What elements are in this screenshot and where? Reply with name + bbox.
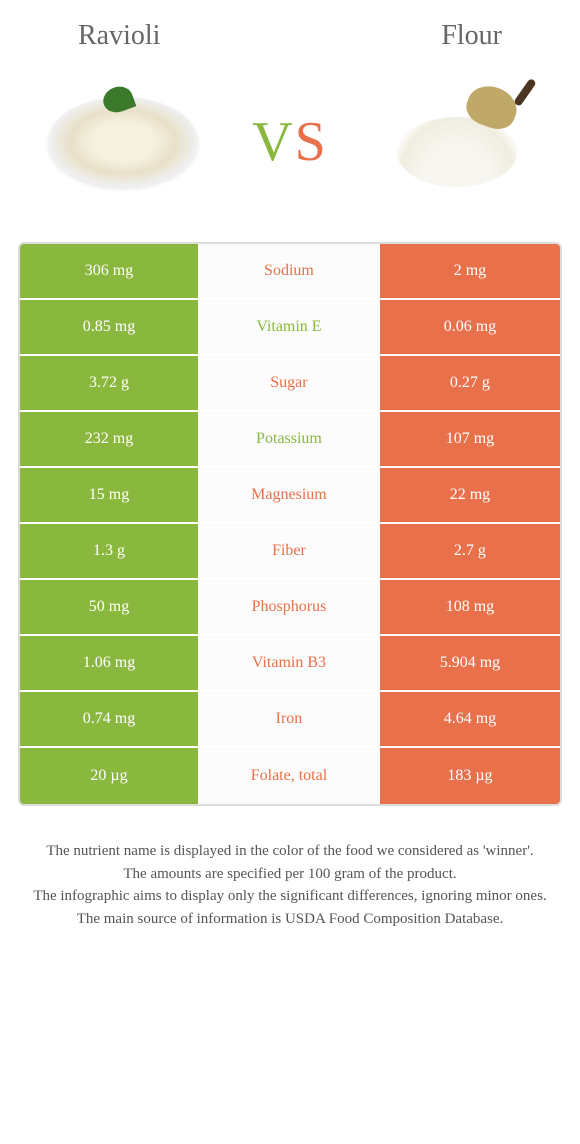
scoop-icon: [462, 80, 523, 135]
nutrient-label-cell: Potassium: [200, 412, 380, 466]
right-value-cell: 22 mg: [380, 468, 560, 522]
left-value-cell: 20 µg: [20, 748, 200, 804]
table-row: 0.85 mgVitamin E0.06 mg: [20, 300, 560, 356]
vs-v-letter: V: [252, 111, 294, 173]
left-value-cell: 0.85 mg: [20, 300, 200, 354]
nutrient-label-cell: Phosphorus: [200, 580, 380, 634]
left-value-cell: 3.72 g: [20, 356, 200, 410]
table-row: 1.06 mgVitamin B35.904 mg: [20, 636, 560, 692]
nutrient-table: 306 mgSodium2 mg0.85 mgVitamin E0.06 mg3…: [18, 242, 562, 806]
left-value-cell: 0.74 mg: [20, 692, 200, 746]
table-row: 3.72 gSugar0.27 g: [20, 356, 560, 412]
right-value-cell: 0.27 g: [380, 356, 560, 410]
table-row: 232 mgPotassium107 mg: [20, 412, 560, 468]
footer-line-4: The main source of information is USDA F…: [30, 908, 550, 931]
footer-notes: The nutrient name is displayed in the co…: [18, 806, 562, 930]
footer-line-1: The nutrient name is displayed in the co…: [30, 840, 550, 863]
nutrient-label-cell: Sugar: [200, 356, 380, 410]
left-value-cell: 1.3 g: [20, 524, 200, 578]
nutrient-label-cell: Iron: [200, 692, 380, 746]
left-value-cell: 1.06 mg: [20, 636, 200, 690]
ravioli-plate-icon: [48, 97, 198, 187]
right-food-title: Flour: [441, 20, 502, 52]
nutrient-label-cell: Sodium: [200, 244, 380, 298]
footer-line-3: The infographic aims to display only the…: [30, 885, 550, 908]
table-row: 0.74 mgIron4.64 mg: [20, 692, 560, 748]
right-value-cell: 2 mg: [380, 244, 560, 298]
right-value-cell: 0.06 mg: [380, 300, 560, 354]
right-value-cell: 5.904 mg: [380, 636, 560, 690]
right-value-cell: 4.64 mg: [380, 692, 560, 746]
flour-pile-icon: [387, 97, 527, 187]
nutrient-label-cell: Vitamin B3: [200, 636, 380, 690]
left-value-cell: 232 mg: [20, 412, 200, 466]
table-row: 15 mgMagnesium22 mg: [20, 468, 560, 524]
nutrient-label-cell: Fiber: [200, 524, 380, 578]
table-row: 306 mgSodium2 mg: [20, 244, 560, 300]
left-value-cell: 306 mg: [20, 244, 200, 298]
right-value-cell: 107 mg: [380, 412, 560, 466]
left-food-title: Ravioli: [78, 20, 160, 52]
vs-label: VS: [252, 110, 328, 174]
footer-line-2: The amounts are specified per 100 gram o…: [30, 863, 550, 886]
nutrient-label-cell: Folate, total: [200, 748, 380, 804]
nutrient-label-cell: Magnesium: [200, 468, 380, 522]
table-row: 50 mgPhosphorus108 mg: [20, 580, 560, 636]
left-value-cell: 50 mg: [20, 580, 200, 634]
left-food-image: [38, 82, 208, 202]
right-value-cell: 2.7 g: [380, 524, 560, 578]
header: Ravioli Flour: [18, 20, 562, 82]
table-row: 1.3 gFiber2.7 g: [20, 524, 560, 580]
nutrient-label-cell: Vitamin E: [200, 300, 380, 354]
right-food-image: [372, 82, 542, 202]
table-row: 20 µgFolate, total183 µg: [20, 748, 560, 804]
left-value-cell: 15 mg: [20, 468, 200, 522]
images-row: VS: [18, 82, 562, 242]
vs-s-letter: S: [295, 111, 328, 173]
right-value-cell: 183 µg: [380, 748, 560, 804]
right-value-cell: 108 mg: [380, 580, 560, 634]
